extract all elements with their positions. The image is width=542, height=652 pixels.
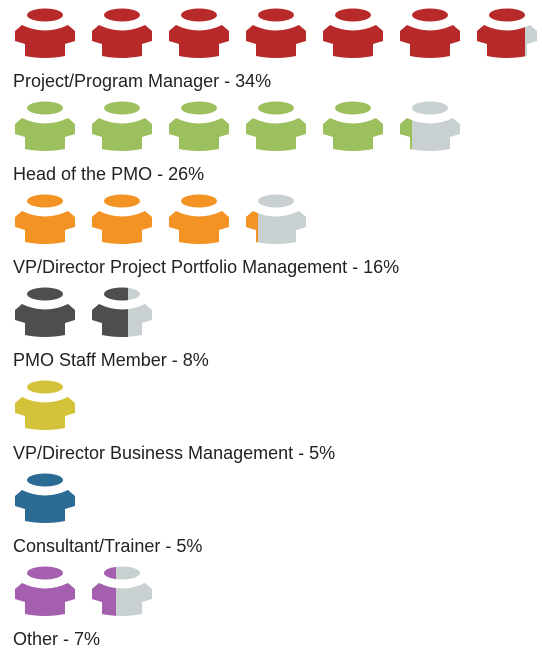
person-icon bbox=[400, 8, 460, 58]
row-label: Consultant/Trainer - 5% bbox=[13, 536, 202, 556]
row-label: VP/Director Business Management - 5% bbox=[13, 443, 335, 463]
person-icon bbox=[15, 194, 75, 244]
row-label: Other - 7% bbox=[13, 629, 100, 649]
person-icon bbox=[169, 194, 229, 244]
person-icon bbox=[15, 101, 75, 151]
person-icon bbox=[400, 101, 460, 151]
person-icon bbox=[15, 380, 75, 430]
row-label: Project/Program Manager - 34% bbox=[13, 71, 271, 91]
person-icon bbox=[92, 287, 152, 337]
person-icon bbox=[15, 287, 75, 337]
person-icon bbox=[15, 473, 75, 523]
person-icon bbox=[169, 8, 229, 58]
person-icon bbox=[246, 8, 306, 58]
person-icon bbox=[92, 566, 152, 616]
person-icon bbox=[323, 8, 383, 58]
person-icon bbox=[92, 194, 152, 244]
person-icon bbox=[92, 8, 152, 58]
person-icon bbox=[15, 8, 75, 58]
row-label: PMO Staff Member - 8% bbox=[13, 350, 209, 370]
person-icon bbox=[246, 194, 306, 244]
person-icon bbox=[246, 101, 306, 151]
person-icon bbox=[169, 101, 229, 151]
person-icon bbox=[477, 8, 537, 58]
person-icon bbox=[15, 566, 75, 616]
row-label: Head of the PMO - 26% bbox=[13, 164, 204, 184]
person-icon bbox=[92, 101, 152, 151]
row-label: VP/Director Project Portfolio Management… bbox=[13, 257, 399, 277]
person-icon bbox=[323, 101, 383, 151]
